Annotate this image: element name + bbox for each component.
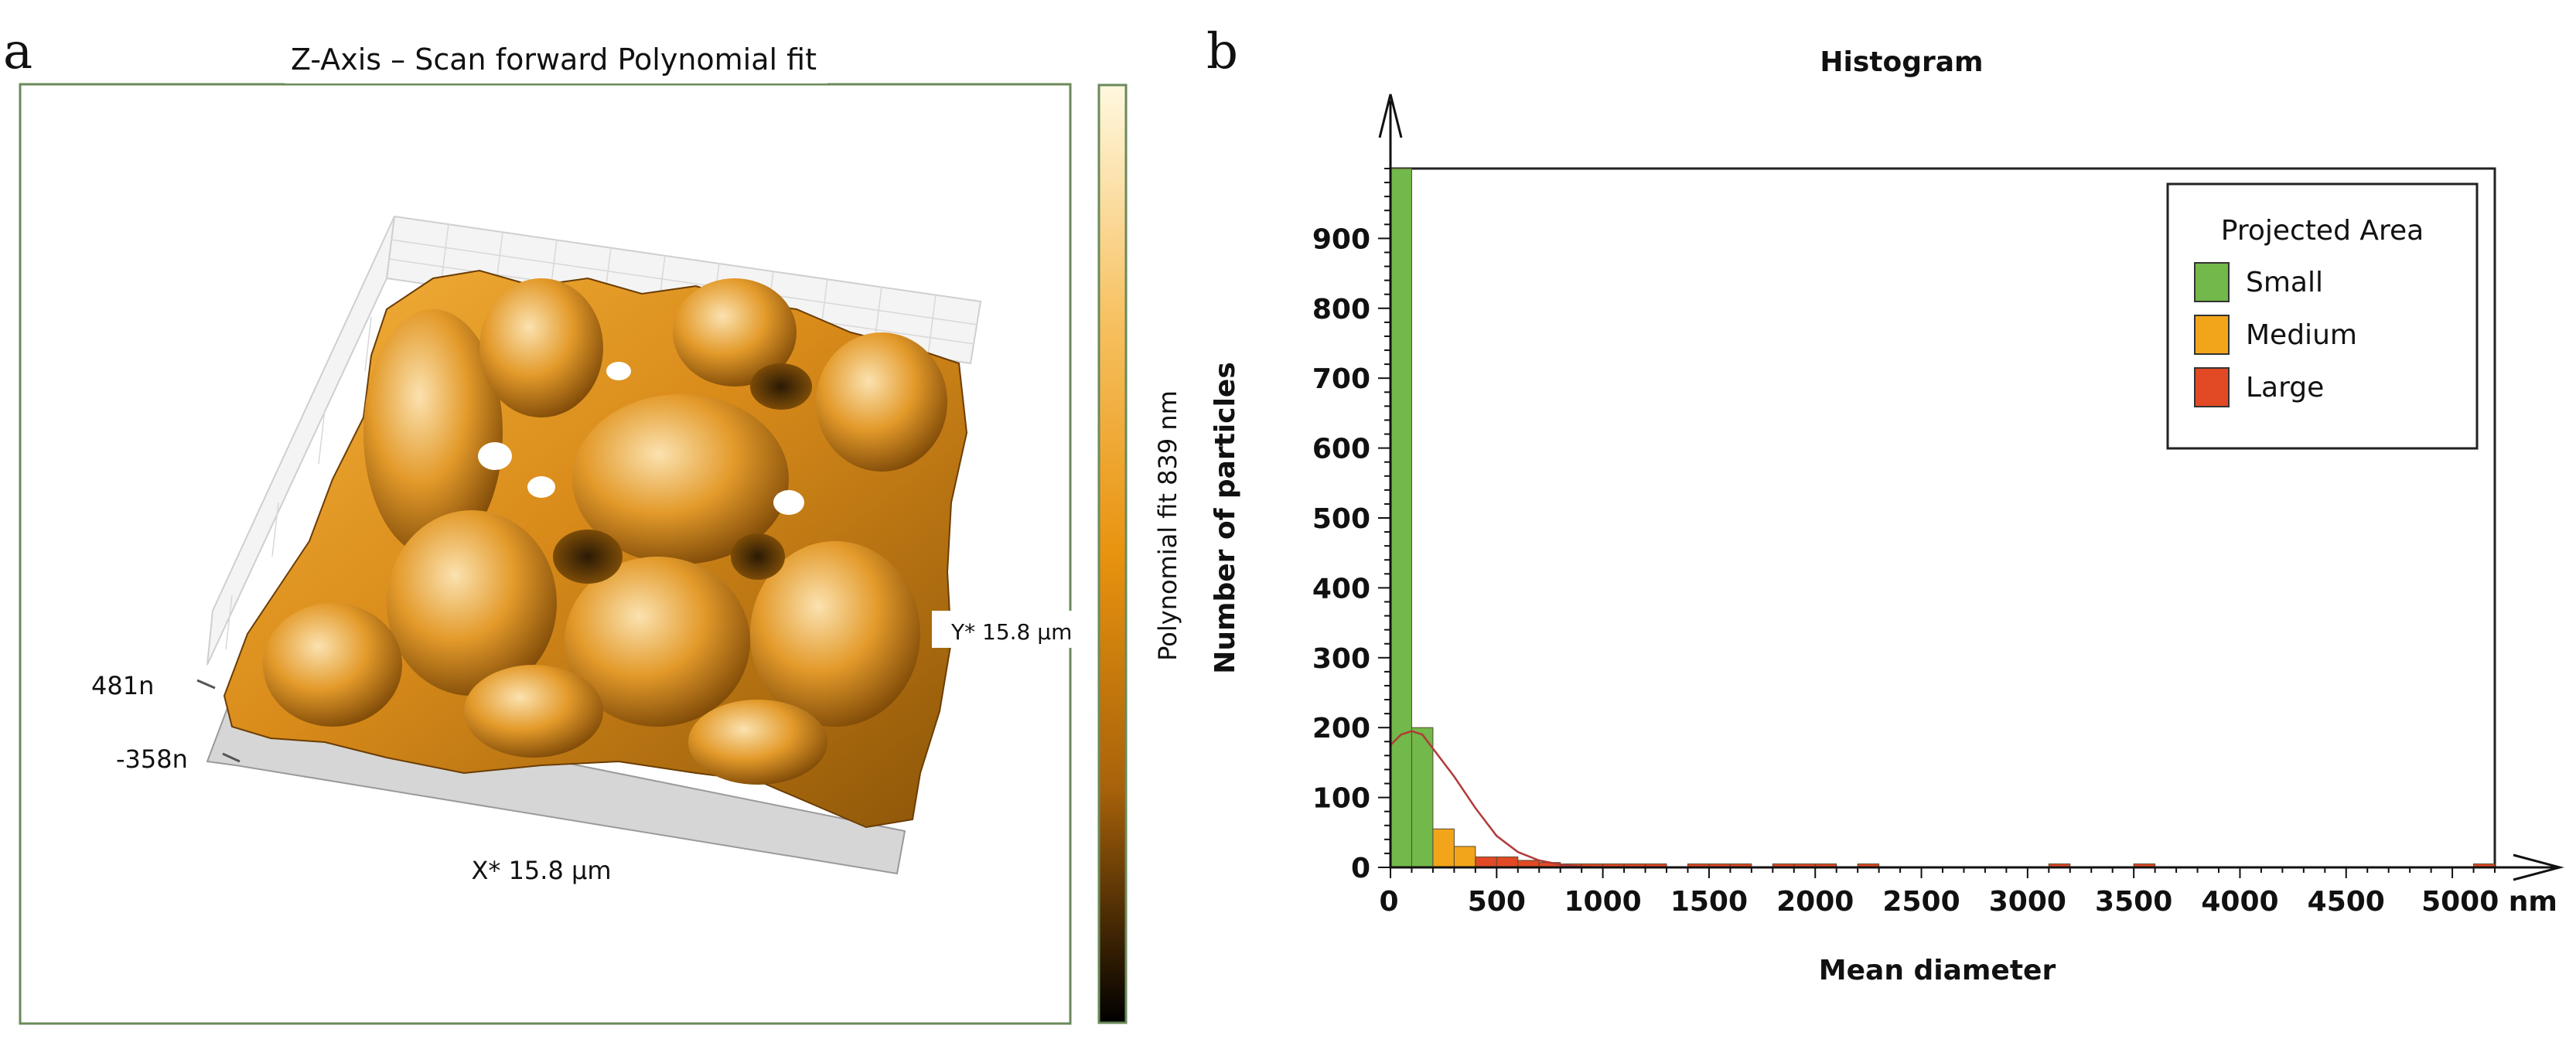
z-axis-bottom-tick — [222, 752, 241, 763]
x-tick-label: 500 — [1468, 886, 1526, 918]
bar-medium — [1453, 846, 1476, 868]
afm-panel: a Z-Axis – Scan forward Polynomial fit — [3, 23, 1182, 1025]
x-tick-label: 4000 — [2201, 886, 2278, 918]
y-axis-label-bg — [932, 611, 1073, 648]
panel-a-letter: a — [3, 23, 32, 80]
y-axis-label: Y* 15.8 µm — [950, 619, 1072, 645]
y-axis-arrow — [1378, 94, 1403, 138]
axis-ticks — [1378, 168, 2496, 878]
afm-title: Z-Axis – Scan forward Polynomial fit — [291, 43, 817, 77]
y-tick-label: 500 — [1312, 503, 1370, 535]
y-tick-label: 300 — [1312, 643, 1370, 675]
legend-swatch-medium — [2194, 315, 2230, 355]
x-tick-label: 1500 — [1670, 886, 1748, 918]
y-tick-label: 400 — [1312, 573, 1370, 605]
x-tick-label: 0 — [1379, 886, 1398, 918]
bar-small — [1411, 727, 1434, 868]
x-tick-label: 3000 — [1989, 886, 2066, 918]
bar-medium — [1432, 828, 1455, 868]
x-tick-label: 1000 — [1564, 886, 1642, 918]
y-tick-label: 100 — [1312, 783, 1370, 815]
legend-label-small: Small — [2246, 267, 2323, 298]
colorbar-label: Polynomial fit 839 nm — [1153, 390, 1182, 661]
x-tick-label: 5000 nm — [2421, 886, 2557, 918]
x-tick-label: 2000 — [1776, 886, 1854, 918]
x-axis-arrow — [2513, 853, 2564, 881]
chart-title: Histogram — [1820, 46, 1983, 78]
x-tick-label: 4500 — [2308, 886, 2385, 918]
legend-swatch-large — [2194, 367, 2230, 407]
legend-swatch-small — [2194, 262, 2230, 302]
x-axis-title: Mean diameter — [1819, 955, 2056, 986]
afm-title-bg — [285, 36, 827, 83]
bar-large — [1496, 856, 1519, 868]
z-top-label: 481n — [91, 671, 154, 700]
panel-b-letter: b — [1206, 23, 1238, 80]
axis-tick-labels: 0 100 200 300 400 500 600 700 800 900 0 500 1000 1500… — [1312, 223, 2557, 918]
z-axis-top-tick — [196, 679, 216, 690]
afm-surface — [223, 269, 968, 829]
y-tick-label: 0 — [1351, 853, 1370, 884]
bar-large — [1475, 856, 1497, 868]
legend-label-medium: Medium — [2246, 319, 2357, 351]
x-tick-label: 3500 — [2095, 886, 2172, 918]
legend-title: Projected Area — [2221, 215, 2424, 247]
y-tick-label: 200 — [1312, 713, 1370, 744]
x-axis-label: X* 15.8 µm — [471, 856, 611, 885]
y-axis-title: Number of particles — [1210, 362, 1241, 674]
legend-label-large: Large — [2246, 372, 2324, 404]
y-tick-label: 600 — [1312, 434, 1370, 465]
colorbar — [1097, 83, 1128, 1024]
histogram-panel: b Histogram 0 100 200 300 400 500 600 700 800 900… — [1206, 23, 2564, 986]
bar-small — [1390, 168, 1412, 868]
legend: Projected Area Small Medium Large — [2166, 182, 2479, 450]
fit-curve — [1390, 730, 1603, 869]
y-tick-label: 800 — [1312, 294, 1370, 325]
y-tick-label: 900 — [1312, 223, 1370, 255]
x-tick-label: 2500 — [1882, 886, 1960, 918]
z-bottom-label: -358n — [116, 744, 188, 774]
y-tick-label: 700 — [1312, 363, 1370, 395]
